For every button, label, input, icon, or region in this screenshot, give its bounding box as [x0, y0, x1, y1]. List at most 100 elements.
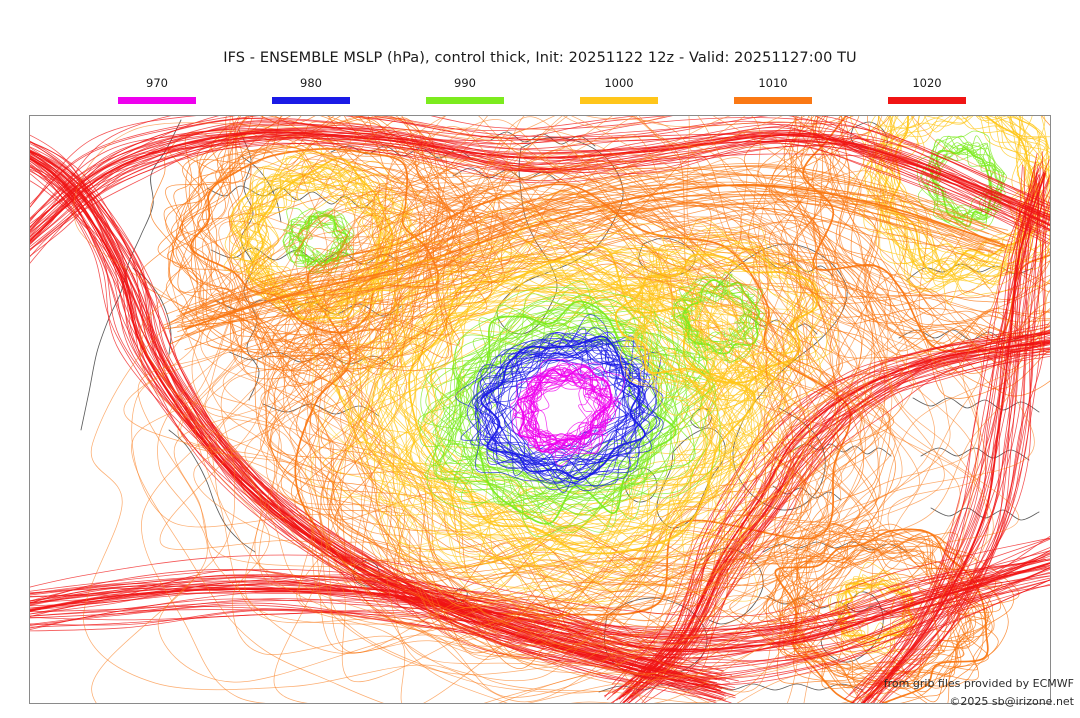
- contour-band-iberia-mediterranean-ridge: [625, 334, 1050, 701]
- contour-band-greenland-north-band: [198, 193, 1012, 321]
- contour-band-iberia-mediterranean-ridge: [631, 337, 1050, 689]
- contour-primary-low-iceland-south-980: [486, 335, 664, 467]
- contour-band-scandinavia-east-ridge: [878, 188, 1050, 703]
- contour-band-atlantic-jet-southwest: [30, 170, 720, 686]
- coastline-26: [598, 683, 864, 693]
- contour-secondary-low-barents-1010: [830, 116, 1050, 324]
- contour-outer-1010: [191, 116, 862, 657]
- legend-item-990: 990: [405, 76, 525, 104]
- control-contour-secondary-low-baffin-labrador-1010: [190, 148, 440, 334]
- legend-label-990: 990: [454, 76, 476, 90]
- contour-secondary-low-barents-1000: [846, 116, 1047, 267]
- contour-band-atlantic-ridge-northwest: [30, 136, 1050, 258]
- legend-item-1020: 1020: [867, 76, 987, 104]
- contour-band-iberia-mediterranean-ridge: [626, 342, 1050, 703]
- contour-secondary-low-baffin-labrador-990: [288, 212, 354, 271]
- contour-secondary-low-barents-1010: [811, 116, 1050, 399]
- contour-band-scandinavia-east-ridge: [862, 161, 1036, 703]
- map-panel[interactable]: [29, 115, 1051, 704]
- contour-band-scandinavia-east-ridge: [867, 151, 1046, 692]
- contour-outer-1010: [73, 116, 989, 679]
- contour-secondary-low-baffin-labrador-1000: [229, 157, 412, 301]
- contour-band-greenland-north-band: [174, 195, 988, 324]
- contour-primary-low-iceland-south-1000: [423, 270, 729, 574]
- contour-band-atlantic-ridge-northwest: [30, 116, 1050, 216]
- contour-band-azores-ridge-south: [30, 550, 1050, 639]
- contour-outer-1000: [331, 256, 760, 604]
- contour-secondary-low-baffin-labrador-1000: [231, 157, 417, 316]
- control-contour-primary-low-iceland-south-970: [516, 365, 612, 453]
- contour-band-scandinavia-east-ridge: [860, 170, 1046, 703]
- contour-primary-low-iceland-south-1000: [344, 238, 715, 556]
- contour-primary-low-iceland-south-990: [434, 293, 708, 510]
- contour-primary-low-iceland-south-1000: [360, 275, 734, 569]
- contour-secondary-low-barents-1010: [818, 116, 1050, 323]
- contour-outer-1010: [177, 174, 1017, 647]
- contour-band-scandinavia-east-ridge: [861, 200, 1050, 701]
- contour-secondary-low-barents-1010: [771, 116, 1050, 342]
- contour-band-iberia-mediterranean-ridge: [634, 342, 1050, 703]
- contour-low-norwegian-sea-green-990: [684, 292, 759, 352]
- coastline-16: [790, 443, 892, 457]
- contour-band-atlantic-ridge-northwest: [30, 116, 1050, 233]
- contour-band-scandinavia-east-ridge: [866, 171, 1038, 703]
- contour-band-greenland-north-band: [162, 175, 984, 329]
- control-contour-primary-low-iceland-south-990: [476, 300, 677, 525]
- contour-outer-1010: [139, 144, 961, 669]
- legend-item-1010: 1010: [713, 76, 833, 104]
- contour-secondary-low-baffin-labrador-1000: [259, 165, 407, 314]
- contour-band-greenland-north-band: [165, 174, 990, 315]
- contour-low-norwegian-sea-green-1000: [615, 227, 815, 402]
- control-contour-low-norwegian-sea-green-1000: [614, 253, 818, 384]
- legend-item-1000: 1000: [559, 76, 679, 104]
- contour-outer-1000: [399, 289, 775, 559]
- coastline-0: [80, 119, 182, 431]
- contour-outer-1000: [363, 224, 728, 591]
- contour-secondary-low-barents-1000: [883, 116, 1047, 276]
- contour-outer-1000: [356, 191, 785, 602]
- contour-outer-1000: [378, 246, 755, 584]
- contour-secondary-low-baffin-labrador-990: [283, 208, 346, 266]
- contour-outer-1010: [162, 116, 1020, 664]
- contour-band-scandinavia-east-ridge: [863, 172, 1042, 703]
- control-contour-band-atlantic-ridge-northwest: [30, 131, 1050, 243]
- contour-secondary-low-barents-1000: [878, 116, 1050, 265]
- contour-outer-1010: [83, 116, 968, 703]
- contour-primary-low-iceland-south-980: [471, 339, 657, 466]
- contour-band-azores-ridge-south: [30, 567, 1050, 686]
- contour-band-atlantic-ridge-northwest: [30, 119, 1050, 241]
- contour-outer-1010: [207, 157, 914, 703]
- contour-band-iberia-mediterranean-ridge: [628, 348, 1050, 703]
- contour-outer-1010: [309, 116, 838, 654]
- contour-band-scandinavia-east-ridge: [862, 180, 1049, 703]
- contour-outer-1010: [283, 152, 860, 660]
- contour-low-norwegian-sea-green-1000: [596, 217, 823, 386]
- contour-primary-low-iceland-south-970: [516, 368, 598, 446]
- contour-primary-low-iceland-south-970: [524, 363, 601, 448]
- contour-secondary-low-barents-990: [935, 141, 1002, 221]
- contour-secondary-low-barents-1010: [850, 116, 1050, 353]
- page-title: IFS - ENSEMBLE MSLP (hPa), control thick…: [223, 50, 857, 66]
- legend-label-1010: 1010: [758, 76, 788, 90]
- contour-primary-low-iceland-south-970: [512, 375, 613, 452]
- contour-outer-1010: [91, 116, 951, 703]
- contour-band-azores-ridge-south: [30, 537, 1050, 618]
- contour-primary-low-iceland-south-970: [520, 369, 613, 454]
- contour-outer-1010: [140, 116, 1050, 703]
- contour-band-iberia-mediterranean-ridge: [616, 343, 1048, 701]
- legend-swatch-1020: [888, 97, 966, 104]
- legend-swatch-1010: [734, 97, 812, 104]
- contour-primary-low-iceland-south-980: [479, 327, 646, 482]
- contour-secondary-low-baffin-labrador-1010: [181, 117, 493, 387]
- contour-secondary-low-barents-1000: [878, 116, 1047, 273]
- contour-outer-1010: [260, 152, 982, 622]
- legend-label-1000: 1000: [604, 76, 634, 90]
- contour-low-norwegian-sea-green-1000: [640, 239, 830, 391]
- contour-band-azores-ridge-south: [30, 579, 1050, 687]
- coastline-31: [912, 397, 1040, 413]
- legend-swatch-980: [272, 97, 350, 104]
- contour-outer-1010: [205, 181, 865, 638]
- contour-outer-1000: [339, 264, 751, 594]
- contour-secondary-low-baffin-labrador-1000: [243, 166, 386, 297]
